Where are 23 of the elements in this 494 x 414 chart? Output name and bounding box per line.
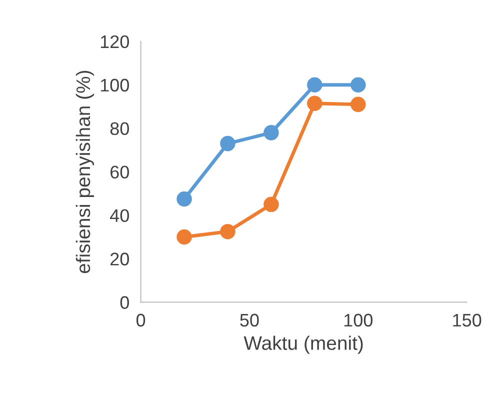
y-tick-label: 120 [100, 35, 129, 48]
x-tick-label: 150 [453, 314, 482, 327]
point [176, 191, 192, 207]
y-tick-label: 60 [110, 166, 129, 179]
y-tick-label: 20 [110, 252, 129, 266]
y-axis-title: efisiensi penyisihan (%) [76, 70, 94, 274]
point [307, 77, 322, 93]
point [264, 125, 279, 140]
x-tick-label: 50 [240, 314, 259, 327]
x-axis-title: Waktu (menit) [244, 336, 363, 354]
y-tick-label: 80 [110, 122, 129, 136]
point [264, 196, 279, 212]
y-tick-label: 100 [100, 78, 129, 92]
point [307, 96, 322, 111]
point [220, 136, 236, 152]
point [220, 224, 236, 240]
point [350, 77, 366, 93]
x-tick-label: 0 [136, 314, 146, 327]
point [350, 96, 366, 112]
y-tick-label: 40 [110, 209, 129, 222]
y-tick-label: 0 [120, 296, 129, 309]
point [176, 229, 192, 245]
x-tick-label: 100 [344, 314, 373, 327]
